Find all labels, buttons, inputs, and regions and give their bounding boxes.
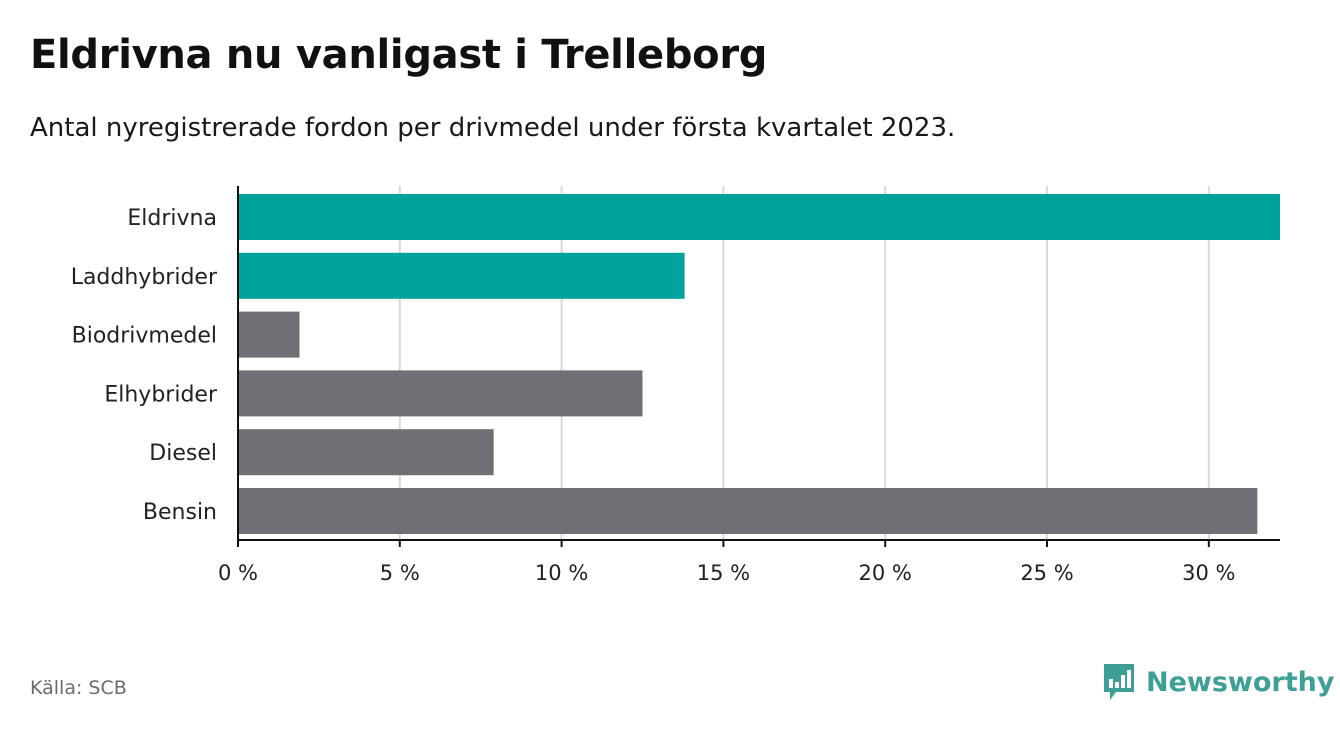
bars (238, 194, 1280, 534)
chart-subtitle: Antal nyregistrerade fordon per drivmede… (30, 113, 956, 143)
x-tick-label: 30 % (1182, 561, 1235, 585)
bar-laddhybrider (238, 252, 685, 299)
bar-eldrivna (238, 194, 1280, 240)
x-tick-label: 25 % (1020, 561, 1073, 585)
category-label: Diesel (149, 441, 217, 466)
x-tick-label: 10 % (535, 561, 588, 585)
x-tick-label: 5 % (380, 561, 420, 585)
category-label: Bensin (143, 500, 217, 525)
bar-elhybrider (238, 370, 643, 417)
bar-diesel (238, 429, 494, 476)
source-note: Källa: SCB (30, 677, 127, 699)
grid-lines (398, 186, 1210, 540)
bar-bensin (238, 488, 1258, 534)
bar-chart-logo-icon (1104, 664, 1134, 700)
x-tick-label: 0 % (218, 561, 258, 585)
x-axis: 0 % 5 % 10 % 15 % 20 % 25 % 30 % (218, 186, 1280, 585)
chart-title: Eldrivna nu vanligast i Trelleborg (30, 32, 768, 78)
brand-name: Newsworthy (1146, 666, 1335, 698)
bar-biodrivmedel (238, 311, 300, 358)
category-label: Biodrivmedel (72, 324, 217, 349)
brand-logo[interactable]: Newsworthy (1102, 662, 1334, 702)
x-tick-label: 20 % (859, 561, 912, 585)
category-label: Laddhybrider (71, 265, 218, 290)
bar-chart: Eldrivna Laddhybrider Biodrivmedel Elhybrid… (71, 186, 1280, 585)
x-tick-label: 15 % (697, 561, 750, 585)
category-labels: Eldrivna Laddhybrider Biodrivmedel Elhybrid… (71, 206, 218, 525)
category-label: Elhybrider (104, 382, 218, 407)
category-label: Eldrivna (127, 206, 217, 231)
